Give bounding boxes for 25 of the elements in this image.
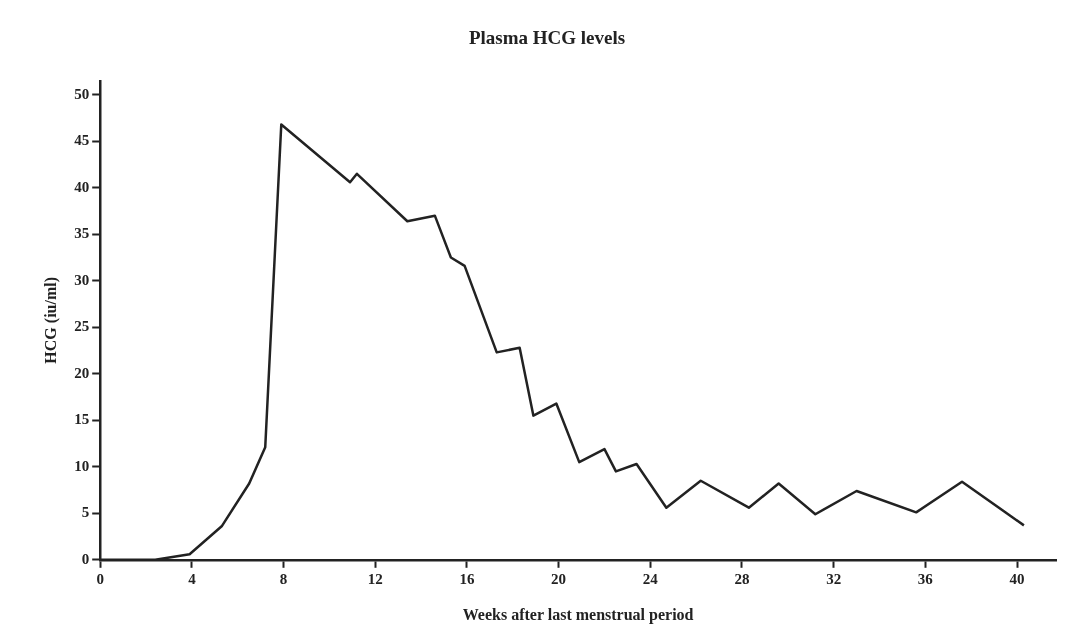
x-tick-label: 12 xyxy=(367,570,383,587)
y-tick-label: 10 xyxy=(74,457,90,474)
y-tick-label: 30 xyxy=(74,271,90,288)
y-tick-label: 5 xyxy=(81,504,90,521)
y-tick-label: 0 xyxy=(81,550,90,567)
y-tick-label: 35 xyxy=(74,225,90,242)
y-tick-label: 50 xyxy=(74,85,90,102)
x-tick-label: 28 xyxy=(734,570,750,587)
x-tick-label: 16 xyxy=(459,570,475,587)
y-tick-label: 15 xyxy=(74,411,90,428)
x-tick-label: 40 xyxy=(1009,570,1025,587)
x-tick-label: 4 xyxy=(188,570,197,587)
x-axis-title: Weeks after last menstrual period xyxy=(462,605,694,624)
y-axis-title: HCG (iu/ml) xyxy=(41,276,60,364)
x-tick-label: 20 xyxy=(551,570,567,587)
y-tick-label: 20 xyxy=(74,364,90,381)
x-tick-label: 32 xyxy=(826,570,842,587)
x-tick-label: 8 xyxy=(279,570,288,587)
y-tick-label: 45 xyxy=(74,132,90,149)
chart-title: Plasma HCG levels xyxy=(468,27,626,49)
x-tick-label: 36 xyxy=(917,570,934,587)
x-tick-label: 24 xyxy=(642,570,659,587)
y-tick-label: 25 xyxy=(74,318,90,335)
x-tick-label: 0 xyxy=(96,570,104,587)
y-tick-label: 40 xyxy=(74,178,90,195)
